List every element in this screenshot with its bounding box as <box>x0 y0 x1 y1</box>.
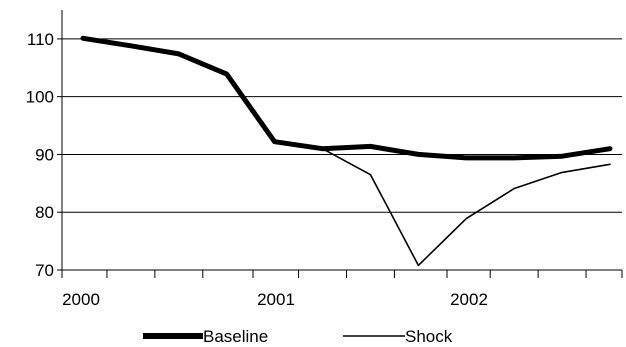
x-tick-labels: 2000 2001 2002 <box>62 290 488 309</box>
y-tick-label: 100 <box>26 88 54 107</box>
axes <box>57 10 623 278</box>
legend-label-baseline: Baseline <box>203 327 268 346</box>
series-lines <box>80 35 613 267</box>
gridlines <box>62 38 622 213</box>
x-tick-label: 2002 <box>450 290 488 309</box>
y-tick-label: 80 <box>35 203 54 222</box>
x-tick-label: 2001 <box>257 290 295 309</box>
legend-label-shock: Shock <box>405 327 453 346</box>
series-line-shock <box>82 37 611 267</box>
x-tick-label: 2000 <box>62 290 100 309</box>
y-tick-label: 110 <box>27 30 54 49</box>
y-tick-labels: 70 80 90 100 110 <box>26 30 54 280</box>
series-line-baseline <box>80 35 613 161</box>
legend: Baseline Shock <box>143 327 453 346</box>
y-tick-label: 70 <box>35 261 54 280</box>
y-tick-label: 90 <box>35 145 54 164</box>
